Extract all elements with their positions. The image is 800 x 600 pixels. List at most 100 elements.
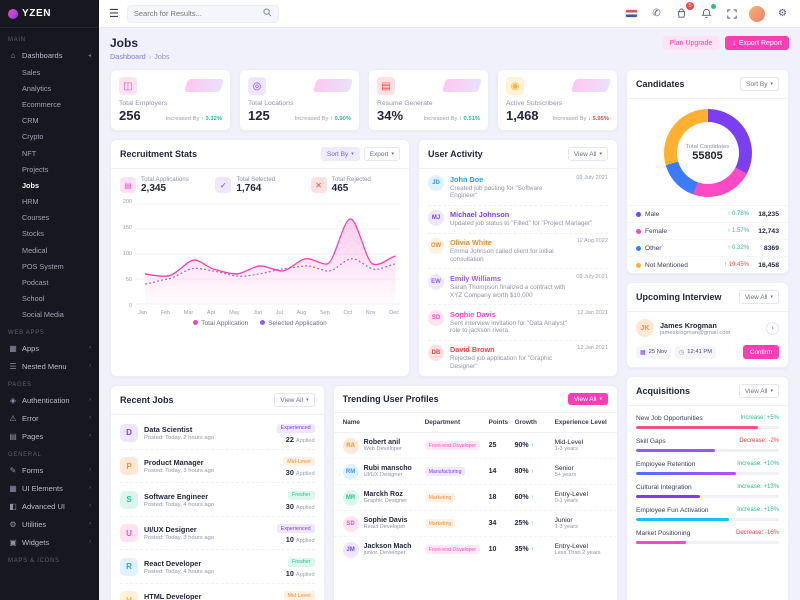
fullscreen-icon[interactable] xyxy=(724,6,739,21)
table-row[interactable]: SD Sophie Davis React Developer Marketin… xyxy=(333,511,617,538)
sidebar-subitem[interactable]: Medical xyxy=(22,245,48,255)
sidebar-subitem[interactable]: School xyxy=(22,294,45,304)
global-search[interactable] xyxy=(126,4,279,23)
legend-item[interactable]: Selected Application xyxy=(260,320,327,327)
job-title[interactable]: HTML Developer xyxy=(144,592,202,600)
sidebar-subitem[interactable]: Sales xyxy=(22,67,41,77)
sidebar-item[interactable]: ◈ Authentication › xyxy=(9,395,91,405)
sidebar-subitem[interactable]: Projects xyxy=(22,164,49,174)
sidebar-subitem[interactable]: Jobs xyxy=(22,180,40,190)
table-row[interactable]: MR Marckh Roz Graphic Designer Marketing… xyxy=(333,485,617,512)
bell-icon[interactable] xyxy=(699,4,716,21)
brand-logo[interactable]: YZEN xyxy=(0,0,99,28)
stat-card[interactable]: ◫ Total Employers 256 Increased By ↑ 3.3… xyxy=(110,69,231,131)
menu-toggle-icon[interactable]: ☰ xyxy=(109,8,119,20)
sidebar-item[interactable]: ☰ Nested Menu › xyxy=(9,361,91,371)
profile-name[interactable]: Jackson Mach xyxy=(363,543,412,551)
column-header[interactable]: Department xyxy=(424,419,461,427)
sidebar-subitem[interactable]: HRM xyxy=(22,197,39,207)
sidebar-subitem[interactable]: Social Media xyxy=(22,310,64,320)
language-flag-icon[interactable] xyxy=(624,6,639,21)
column-header[interactable]: Name xyxy=(342,419,360,427)
settings-gear-icon[interactable]: ⚙ xyxy=(778,8,787,19)
sidebar-subitem[interactable]: Podcast xyxy=(22,278,49,288)
activity-user-name[interactable]: John Doe xyxy=(450,174,484,184)
stat-card[interactable]: ◎ Total Locations 125 Increased By ↑ 0.9… xyxy=(239,69,360,131)
job-list-item[interactable]: U UI/UX Designer Posted: Today, 3 hours … xyxy=(120,517,315,551)
search-icon[interactable] xyxy=(263,8,272,19)
job-list-item[interactable]: H HTML Developer Posted: Today, 3 hours … xyxy=(120,584,315,600)
sidebar-subitem[interactable]: Crypto xyxy=(22,132,44,142)
legend-row[interactable]: Female ↑ 1.57% 12,743 xyxy=(627,222,788,239)
sidebar-subitem[interactable]: Analytics xyxy=(22,83,52,93)
view-all-button[interactable]: View All ▾ xyxy=(567,393,608,406)
profile-name[interactable]: Marckh Roz xyxy=(363,491,403,499)
sidebar-item[interactable]: ✎ Forms › xyxy=(9,465,91,475)
job-list-item[interactable]: D Data Scientist Posted: Today, 2 hours … xyxy=(120,416,315,450)
activity-item[interactable]: EW Emily Williams Sarah Thompson finaliz… xyxy=(428,269,608,306)
sidebar-subitem[interactable]: NFT xyxy=(22,148,37,158)
profile-name[interactable]: Sophie Davis xyxy=(363,517,408,525)
sidebar-subitem[interactable]: Ecommerce xyxy=(22,99,61,109)
view-all-button[interactable]: View All ▾ xyxy=(274,393,315,408)
sidebar-item[interactable]: ◧ Advanced UI › xyxy=(9,501,91,511)
sidebar-subitem[interactable]: Courses xyxy=(22,213,50,223)
job-title[interactable]: Data Scientist xyxy=(144,424,193,434)
breadcrumb-home[interactable]: Dashboard xyxy=(110,52,146,61)
sort-by-button[interactable]: Sort By ▾ xyxy=(320,147,360,161)
activity-item[interactable]: DB David Brown Rejected job application … xyxy=(428,341,608,376)
activity-user-name[interactable]: Emily Williams xyxy=(450,273,502,283)
sidebar-subitem[interactable]: Stocks xyxy=(22,229,44,239)
activity-user-name[interactable]: Sophie Davis xyxy=(450,309,496,319)
activity-user-name[interactable]: Olivia White xyxy=(450,238,492,248)
export-button[interactable]: Export ▾ xyxy=(363,147,400,161)
column-header[interactable]: Growth xyxy=(514,419,537,427)
job-list-item[interactable]: S Software Engineer Posted: Today, 4 hou… xyxy=(120,483,315,517)
search-input[interactable] xyxy=(133,9,263,18)
legend-row[interactable]: Male ↑ 0.78% 18,235 xyxy=(627,205,788,222)
sidebar-item[interactable]: ▦ Apps › xyxy=(9,343,91,353)
sidebar-item[interactable]: ▤ Pages › xyxy=(9,431,91,441)
stat-card[interactable]: ▤ Resume Generate 34% Increased By ↑ 0.5… xyxy=(368,69,489,131)
table-row[interactable]: RA Robert anil Web Developer Front-end D… xyxy=(333,433,617,460)
activity-item[interactable]: OW Olivia White Emma Johnson called clie… xyxy=(428,234,608,270)
activity-item[interactable]: JD John Doe Created job posting for "Sof… xyxy=(428,170,608,206)
sort-by-button[interactable]: Sort By ▾ xyxy=(740,77,779,91)
interviewee-name[interactable]: James Krogman xyxy=(660,320,717,330)
stat-card[interactable]: ◉ Active Subscribers 1,468 Increased By … xyxy=(497,69,618,131)
profile-name[interactable]: Robert anil xyxy=(363,439,401,447)
legend-row[interactable]: Other ↑ 0.32% 8369 xyxy=(627,239,788,256)
sidebar-subitem[interactable]: CRM xyxy=(22,116,39,126)
activity-item[interactable]: SD Sophie Davis Sent interview invitatio… xyxy=(428,305,608,341)
column-header[interactable]: Experience Level xyxy=(554,419,607,427)
sidebar-item-dashboards[interactable]: ⌂ Dashboards ▾ xyxy=(0,46,99,64)
sidebar-item[interactable]: ▣ Widgets › xyxy=(9,537,91,547)
sidebar-item[interactable]: ⚙ Utilities › xyxy=(9,519,91,529)
legend-item[interactable]: Total Application xyxy=(193,320,248,327)
view-all-button[interactable]: View All ▾ xyxy=(567,147,608,161)
view-all-button[interactable]: View All ▾ xyxy=(738,290,779,304)
user-avatar[interactable] xyxy=(749,5,765,22)
confirm-button[interactable]: Confirm xyxy=(742,345,779,359)
sidebar-item[interactable]: ▦ UI Elements › xyxy=(9,483,91,493)
legend-row[interactable]: Not Mentioned ↑ 19.45% 16,458 xyxy=(627,256,788,273)
job-list-item[interactable]: R React Developer Posted: Today, 4 hours… xyxy=(120,550,315,584)
profile-name[interactable]: Rubi manscho xyxy=(363,465,412,473)
column-header[interactable]: Points xyxy=(488,419,509,427)
table-row[interactable]: RM Rubi manscho UI/UX Designer Manufactu… xyxy=(333,459,617,486)
plan-upgrade-button[interactable]: Plan Upgrade xyxy=(662,36,720,50)
activity-user-name[interactable]: David Brown xyxy=(450,345,495,355)
activity-user-name[interactable]: Michael Johnson xyxy=(450,210,510,220)
cart-icon[interactable]: 5 xyxy=(674,2,694,21)
job-list-item[interactable]: P Product Manager Posted: Today, 3 hours… xyxy=(120,450,315,484)
job-title[interactable]: Software Engineer xyxy=(144,491,209,501)
phone-icon[interactable]: ✆ xyxy=(652,8,661,19)
view-all-button[interactable]: View All ▾ xyxy=(738,384,779,398)
export-report-button[interactable]: ↓ Export Report xyxy=(725,36,789,50)
table-row[interactable]: JM Jackson Mach junior. Developer Front-… xyxy=(334,537,617,562)
activity-item[interactable]: MJ Michael Johnson Updated job status to… xyxy=(428,206,608,234)
sidebar-item[interactable]: ⚠ Error › xyxy=(9,413,91,423)
job-title[interactable]: Product Manager xyxy=(144,458,204,468)
job-title[interactable]: UI/UX Designer xyxy=(144,525,197,535)
next-arrow-button[interactable]: › xyxy=(766,321,779,335)
